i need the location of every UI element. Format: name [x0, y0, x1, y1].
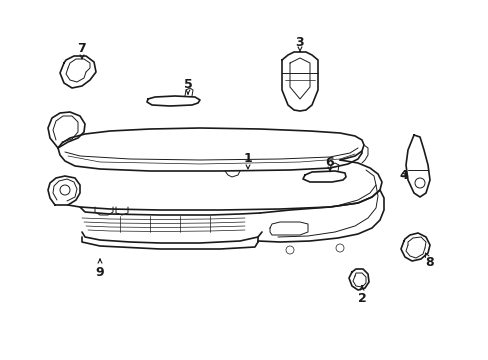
Text: 4: 4 — [399, 168, 407, 181]
Text: 9: 9 — [96, 259, 104, 279]
Text: 6: 6 — [325, 156, 334, 171]
Text: 1: 1 — [243, 152, 252, 169]
Text: 3: 3 — [295, 36, 304, 51]
Text: 2: 2 — [357, 286, 366, 305]
Text: 8: 8 — [425, 253, 433, 270]
Text: 5: 5 — [183, 77, 192, 94]
Text: 7: 7 — [78, 41, 86, 59]
